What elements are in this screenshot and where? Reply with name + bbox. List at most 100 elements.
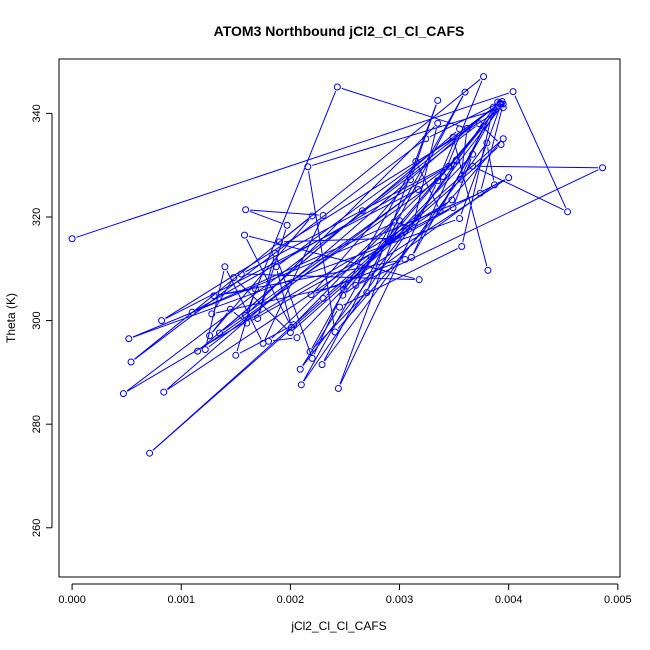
- data-point: [221, 263, 229, 271]
- series-segment: [246, 238, 290, 324]
- series-segment: [134, 141, 423, 360]
- data-point: [449, 204, 457, 212]
- series-segment: [296, 225, 392, 322]
- data-point: [463, 124, 471, 132]
- data-point: [210, 292, 218, 300]
- data-point: [194, 347, 202, 355]
- data-point: [564, 208, 572, 216]
- series-segment: [345, 107, 499, 293]
- data-point: [408, 253, 416, 261]
- data-point: [286, 329, 294, 336]
- series-segment: [460, 132, 468, 175]
- series-segment: [302, 107, 501, 367]
- series-segment: [313, 182, 408, 292]
- series-segment: [126, 126, 476, 392]
- data-point: [469, 162, 477, 170]
- series-segment: [222, 191, 415, 331]
- series-segment: [477, 165, 599, 169]
- data-point: [422, 135, 430, 143]
- y-axis-label: Theta (K): [4, 293, 18, 343]
- series-segment: [245, 273, 415, 281]
- data-point: [401, 255, 409, 263]
- data-point: [68, 235, 76, 243]
- data-point: [297, 381, 305, 389]
- x-axis: 0.000 0.001 0.002 0.003 0.004 0.005: [58, 583, 632, 606]
- data-point: [434, 96, 442, 104]
- data-point: [352, 281, 360, 289]
- data-point: [415, 276, 423, 284]
- series-segment: [276, 270, 291, 324]
- series-segment: [250, 209, 319, 216]
- series-segment: [165, 191, 415, 319]
- data-point: [334, 384, 342, 392]
- data-point: [599, 164, 607, 172]
- data-point: [401, 227, 409, 235]
- series-segment: [222, 213, 360, 331]
- chart-title: ATOM3 Northbound jCl2_Cl_Cl_CAFS: [214, 23, 465, 39]
- data-point: [389, 234, 397, 242]
- series-segment: [302, 310, 338, 366]
- data-point: [283, 221, 291, 229]
- data-point: [296, 365, 304, 373]
- series-segment: [303, 95, 464, 382]
- series-segment: [167, 201, 449, 390]
- series-segment: [476, 167, 564, 211]
- data-point: [275, 238, 283, 246]
- data-point: [461, 88, 469, 96]
- data-point: [457, 175, 465, 183]
- series-segment: [453, 141, 488, 267]
- data-point: [396, 217, 404, 225]
- data-point: [333, 83, 341, 91]
- data-point: [271, 249, 279, 257]
- series-segment: [196, 221, 396, 311]
- data-point: [242, 206, 250, 214]
- data-point: [412, 158, 420, 166]
- series-segment: [444, 80, 483, 173]
- data-point: [367, 253, 375, 261]
- plot-layer: [68, 73, 607, 457]
- series-segment: [258, 229, 287, 315]
- series-segment: [359, 169, 599, 284]
- series-segment: [271, 162, 454, 339]
- data-point: [319, 294, 327, 302]
- data-point: [237, 270, 245, 278]
- series-segment: [396, 179, 505, 237]
- data-point: [158, 317, 166, 325]
- data-point: [480, 73, 488, 81]
- data-point: [241, 231, 249, 239]
- y-tick-label: 300: [31, 311, 43, 329]
- series-segment: [367, 104, 437, 289]
- series-segment: [132, 194, 477, 338]
- x-tick-label: 0.004: [495, 594, 523, 606]
- series-segment: [312, 295, 365, 349]
- series-segment: [127, 201, 449, 392]
- data-point: [489, 103, 497, 111]
- data-point: [318, 361, 326, 369]
- series-segment: [346, 107, 499, 287]
- data-point: [119, 390, 127, 398]
- data-point: [230, 274, 238, 282]
- data-point: [251, 285, 259, 293]
- x-tick-label: 0.003: [386, 594, 414, 606]
- series-segment: [152, 300, 321, 451]
- x-tick-label: 0.001: [167, 594, 195, 606]
- data-point: [363, 289, 371, 297]
- series-segment: [343, 248, 458, 306]
- series-segment: [239, 326, 290, 354]
- data-point: [409, 223, 417, 231]
- data-point: [259, 339, 267, 347]
- data-point: [208, 310, 216, 318]
- data-point: [287, 323, 295, 331]
- data-point: [254, 315, 262, 323]
- data-point: [452, 157, 460, 165]
- data-point: [448, 196, 456, 204]
- data-point: [160, 388, 168, 396]
- data-point: [458, 243, 466, 251]
- data-point: [201, 346, 209, 354]
- data-point: [306, 348, 314, 356]
- y-tick-label: 260: [31, 519, 43, 537]
- series-segment: [339, 224, 399, 385]
- data-point: [308, 212, 316, 220]
- data-point: [215, 329, 223, 337]
